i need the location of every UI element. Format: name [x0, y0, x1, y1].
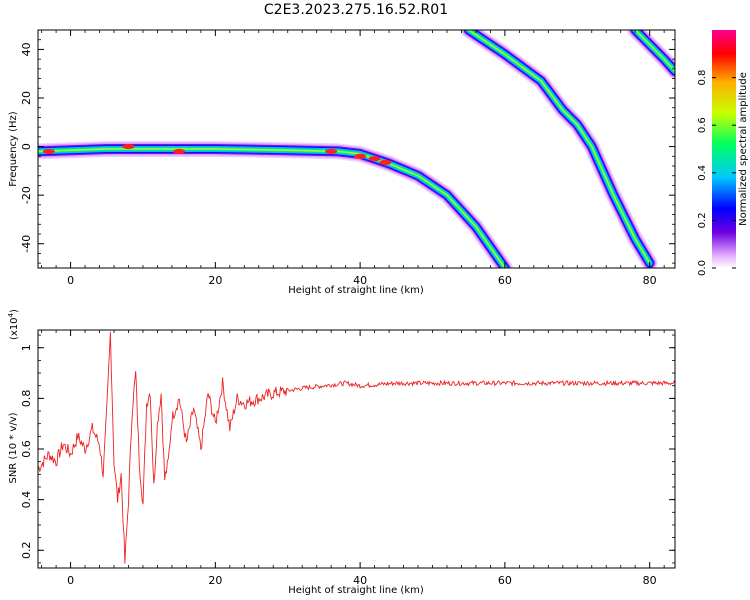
snr-y-multiplier: (x104) — [7, 309, 20, 340]
ridge-1 — [460, 30, 658, 268]
ridge-peak — [173, 148, 186, 155]
snr-y-multiplier-close: ) — [9, 309, 20, 313]
y-tick-label: -40 — [20, 235, 33, 253]
y-tick-label: 0.8 — [20, 390, 33, 408]
ridge-2 — [627, 30, 675, 80]
ridge-peak — [354, 153, 367, 159]
ridge-peak — [122, 143, 135, 150]
spectrogram-frame — [37, 29, 676, 269]
x-tick-label: 60 — [498, 574, 512, 587]
x-tick-label: 0 — [67, 274, 74, 287]
figure-title: C2E3.2023.275.16.52.R01 — [264, 2, 448, 18]
snr-x-axis-label: Height of straight line (km) — [288, 585, 424, 596]
ridge-0 — [38, 141, 513, 268]
snr-series-group — [38, 331, 675, 564]
ridge-band — [38, 148, 506, 268]
y-tick-label: 20 — [20, 91, 33, 105]
y-tick-label: 0.6 — [20, 440, 33, 458]
ridge-peak — [368, 156, 381, 162]
colorbar-tick-label: 0.0 — [697, 260, 708, 276]
y-tick-label: 1 — [20, 344, 33, 351]
x-tick-label: 40 — [353, 574, 367, 587]
snr-y-multiplier-exponent: 4 — [7, 312, 15, 317]
snr-y-axis-label: SNR (10 * v/v) — [8, 412, 19, 483]
ridge-peak — [379, 159, 392, 165]
y-tick-label: 0 — [20, 143, 33, 150]
snr-plot-area — [38, 330, 675, 568]
x-tick-label: 0 — [67, 574, 74, 587]
ridge-peak — [325, 148, 338, 155]
colorbar-ticks: 0.0 0.2 0.4 0.6 0.8 — [697, 70, 736, 276]
spectrogram-panel: 0 20 40 60 80 -40 -20 0 20 40 Height of straight… — [8, 29, 676, 296]
x-tick-label: 60 — [498, 274, 512, 287]
colorbar-label: Normalized spectral amplitude — [738, 72, 749, 226]
x-tick-label: 20 — [208, 274, 222, 287]
colorbar-tick-label: 0.2 — [697, 212, 708, 228]
spectral-ridges — [38, 30, 675, 268]
snr-y-ticks: 0.2 0.4 0.6 0.8 1 — [20, 334, 675, 564]
snr-y-multiplier-base: (x10 — [9, 317, 20, 340]
x-tick-label: 80 — [643, 274, 657, 287]
x-tick-label: 20 — [208, 574, 222, 587]
snr-panel: 0 20 40 60 80 0.2 0.4 0.6 0.8 1 Height of straig… — [7, 309, 676, 596]
ridge-band — [467, 30, 651, 264]
spectrogram-x-axis-label: Height of straight line (km) — [288, 285, 424, 296]
y-tick-label: 40 — [20, 42, 33, 56]
ridge-peak — [42, 148, 55, 155]
y-tick-label: 0.2 — [20, 542, 33, 560]
colorbar-tick-label: 0.8 — [697, 70, 708, 86]
colorbar-tick-label: 0.4 — [697, 165, 708, 181]
y-tick-label: 0.4 — [20, 491, 33, 509]
y-tick-label: -20 — [20, 186, 33, 204]
spectrogram-x-ticks: 0 20 40 60 80 — [41, 30, 665, 287]
colorbar: 0.0 0.2 0.4 0.6 0.8 Normalized spectral ampl… — [697, 30, 749, 276]
ridge-band — [634, 30, 675, 73]
spectrogram-y-axis-label: Frequency (Hz) — [8, 111, 19, 187]
x-tick-label: 40 — [353, 274, 367, 287]
x-tick-label: 80 — [643, 574, 657, 587]
colorbar-gradient — [712, 30, 736, 268]
spectrogram-y-ticks: -40 -20 0 20 40 — [20, 29, 675, 264]
snr-x-ticks: 0 20 40 60 80 — [41, 330, 665, 587]
snr-series-line — [38, 331, 675, 564]
colorbar-tick-label: 0.6 — [697, 117, 708, 133]
